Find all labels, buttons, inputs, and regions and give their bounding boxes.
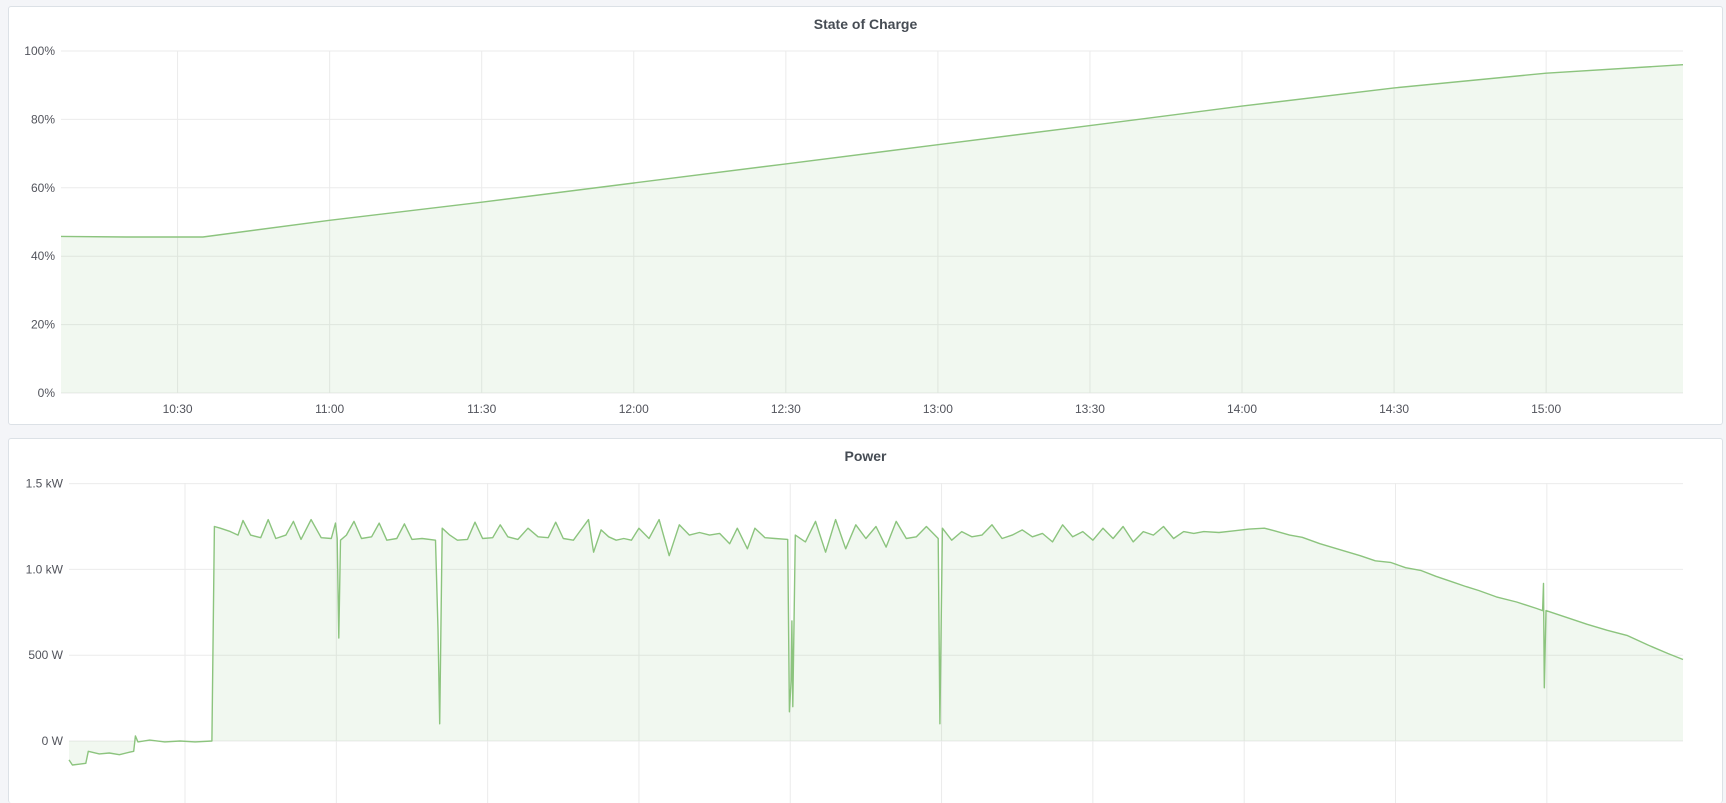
x-tick-label: 13:30: [1075, 402, 1105, 416]
series-line: [60, 64, 1684, 238]
y-tick-label: 60%: [31, 181, 55, 195]
y-tick-label: 0 W: [42, 734, 64, 748]
y-tick-label: 20%: [31, 318, 55, 332]
y-tick-label: 40%: [31, 249, 55, 263]
series-area-fill: [61, 64, 1683, 393]
series-area-fill: [69, 519, 1683, 765]
x-tick-label: 10:30: [163, 402, 193, 416]
y-tick-label: 1.0 kW: [26, 562, 64, 576]
panel-title[interactable]: Power: [844, 448, 887, 464]
x-tick-label: 11:00: [315, 402, 344, 416]
x-tick-label: 11:30: [467, 402, 496, 416]
state-of-charge-panel: State of Charge 0% 20% 40% 60% 80% 100% 10:30 1…: [8, 6, 1723, 425]
x-tick-label: 12:30: [771, 402, 801, 416]
panel-title[interactable]: State of Charge: [813, 16, 918, 32]
power-chart: 0 W 500 W 1.0 kW 1.5 kW: [26, 477, 1684, 803]
y-tick-label: 1.5 kW: [26, 477, 64, 491]
x-tick-label: 14:00: [1227, 402, 1257, 416]
x-tick-label: 15:00: [1531, 402, 1561, 416]
x-tick-label: 13:00: [923, 402, 953, 416]
y-tick-label: 80%: [31, 112, 55, 126]
y-tick-label: 500 W: [28, 648, 63, 662]
y-tick-label: 100%: [24, 44, 55, 58]
power-panel: Power 0 W 500 W 1.0 kW 1.5 kW: [8, 438, 1723, 803]
y-tick-label: 0%: [38, 386, 56, 400]
state-of-charge-chart: 0% 20% 40% 60% 80% 100% 10:30 11:00 11:30 12:00 12…: [24, 44, 1684, 416]
x-tick-label: 12:00: [619, 402, 649, 416]
x-tick-label: 14:30: [1379, 402, 1409, 416]
series-line: [68, 518, 1684, 766]
